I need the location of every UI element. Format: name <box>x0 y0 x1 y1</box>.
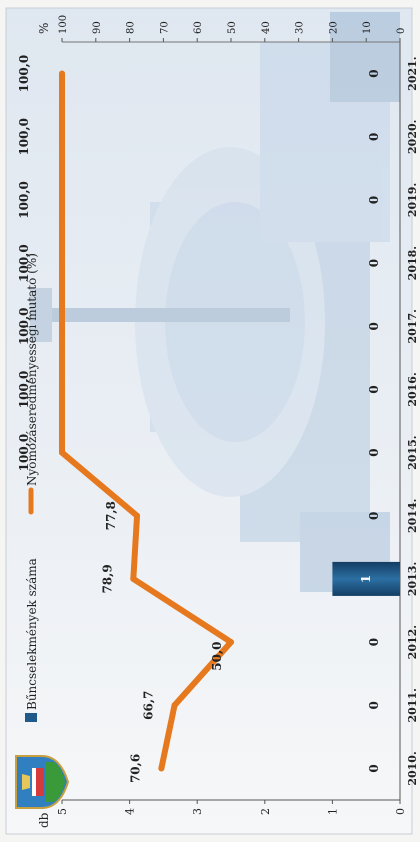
x-tick-label: 2019. <box>406 183 419 217</box>
left-tick-label: 5 <box>56 808 69 815</box>
x-tick-label: 2015. <box>406 435 419 469</box>
right-tick-label: 40 <box>261 21 272 34</box>
bar-value-label: 0 <box>367 322 381 330</box>
x-tick-label: 2012. <box>406 625 419 659</box>
line-point <box>59 449 65 456</box>
right-tick-label: 90 <box>92 21 103 34</box>
building-photo-background <box>30 12 400 592</box>
line-value-label: 100,0 <box>17 434 31 472</box>
x-tick-label: 2010. <box>406 751 419 785</box>
line-point <box>171 702 178 709</box>
x-tick-label: 2018. <box>406 246 419 280</box>
right-tick-label: 100 <box>58 15 69 34</box>
left-tick-label: 3 <box>191 808 204 815</box>
left-tick-label: 1 <box>326 808 339 815</box>
x-tick-label: 2013. <box>406 562 419 596</box>
line-value-label: 66,7 <box>142 691 156 720</box>
bar-value-label: 0 <box>367 638 381 646</box>
right-tick-label: 30 <box>295 21 306 34</box>
line-value-label: 78,9 <box>100 564 114 593</box>
police-logo <box>15 755 70 809</box>
line-point <box>59 323 65 330</box>
right-tick-label: 50 <box>227 21 238 34</box>
left-tick-label: 0 <box>394 808 407 815</box>
bar-value-label: 0 <box>367 701 381 709</box>
bar-value-label: 0 <box>367 512 381 520</box>
bar-value-label: 0 <box>367 448 381 456</box>
line-layer <box>59 70 234 772</box>
line-point <box>59 386 65 393</box>
bar-value-label: 0 <box>367 259 381 267</box>
legend: Bűncselekmények száma Nyomozáseredményess… <box>25 253 39 722</box>
x-tick-label: 2011. <box>406 688 419 722</box>
axes: 012345db0102030405060708090100%2010.2011… <box>37 15 419 828</box>
left-tick-label: 2 <box>259 808 272 815</box>
line-value-label: 50,0 <box>210 641 224 670</box>
right-tick-label: 70 <box>159 21 170 34</box>
x-tick-label: 2017. <box>406 309 419 343</box>
line-value-label: 100,0 <box>17 118 31 156</box>
line-point <box>134 512 141 519</box>
bar-value-label: 0 <box>367 764 381 772</box>
line-value-label: 70,6 <box>128 754 142 783</box>
right-tick-label: 80 <box>126 21 137 34</box>
line-point <box>59 260 65 267</box>
line-value-label: 100,0 <box>17 244 31 282</box>
line-value-label: 100,0 <box>17 181 31 219</box>
x-tick-label: 2014. <box>406 499 419 533</box>
right-tick-label: 60 <box>193 21 204 34</box>
line-value-label: 100,0 <box>17 307 31 345</box>
left-tick-label: 4 <box>124 808 137 815</box>
right-axis-title: % <box>37 23 51 34</box>
legend-label-line: Nyomozáseredményességi mutató (%) <box>25 253 39 486</box>
bar-value-label: 0 <box>367 133 381 141</box>
legend-swatch-bar <box>25 713 37 722</box>
bar-value-label: 0 <box>367 196 381 204</box>
right-tick-label: 0 <box>396 28 407 34</box>
line-value-label: 77,8 <box>104 501 118 530</box>
line-point <box>130 575 137 582</box>
bar-3 <box>332 561 400 596</box>
line-series-path <box>59 70 234 772</box>
x-tick-label: 2021. <box>406 56 419 90</box>
line-point <box>158 765 165 772</box>
bar-value-label: 0 <box>367 69 381 77</box>
right-tick-label: 10 <box>362 21 373 34</box>
bar-value-label: 0 <box>367 385 381 393</box>
line-value-label: 100,0 <box>17 371 31 409</box>
line-point <box>228 639 234 646</box>
bars-layer <box>332 561 400 596</box>
line-point <box>59 133 65 140</box>
left-axis-title: db <box>37 812 51 828</box>
legend-label-bar: Bűncselekmények száma <box>25 558 39 710</box>
x-tick-label: 2016. <box>406 372 419 406</box>
line-value-label: 100,0 <box>17 55 31 93</box>
right-tick-label: 20 <box>328 21 339 34</box>
labels-layer: 0 0 0 1 0 0 0 0 0 0 0 0 70,6 66,7 50,0 78,9 77,8 100,0 100… <box>17 55 381 783</box>
x-tick-label: 2020. <box>406 120 419 154</box>
line-point <box>59 196 65 203</box>
line-point <box>59 70 65 77</box>
bar-value-label: 1 <box>359 575 373 583</box>
